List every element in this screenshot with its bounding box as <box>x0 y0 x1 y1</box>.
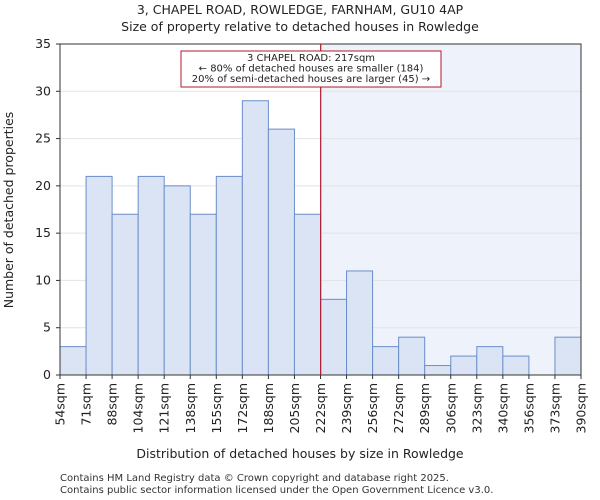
bar <box>476 346 504 376</box>
bar <box>450 355 478 376</box>
y-tick-label: 15 <box>35 225 51 240</box>
annotation-line-2: ← 80% of detached houses are smaller (18… <box>199 64 424 75</box>
bar <box>424 365 452 376</box>
bar <box>293 213 322 376</box>
x-axis-label: Distribution of detached houses by size … <box>136 446 464 461</box>
x-tick-label: 356sqm <box>521 383 536 433</box>
bar <box>398 336 426 376</box>
x-tick-label: 71sqm <box>79 383 94 426</box>
x-tick-label: 155sqm <box>209 383 224 433</box>
x-tick-label: 205sqm <box>287 383 302 433</box>
x-tick-label: 222sqm <box>313 383 328 433</box>
x-tick-label: 88sqm <box>105 383 120 426</box>
bar <box>189 213 217 376</box>
footer-line2: Contains public sector information licen… <box>60 485 493 496</box>
bar <box>320 298 348 376</box>
x-tick-label: 256sqm <box>365 383 380 433</box>
chart-title-line2: Size of property relative to detached ho… <box>121 19 479 34</box>
x-tick-label: 121sqm <box>157 383 172 433</box>
x-tick-label: 289sqm <box>417 383 432 433</box>
bar <box>346 270 374 376</box>
y-tick-label: 30 <box>35 83 51 98</box>
footer-line1: Contains HM Land Registry data © Crown c… <box>60 473 449 484</box>
bar <box>137 175 165 376</box>
bar <box>85 175 113 376</box>
bar <box>111 213 139 376</box>
x-tick-label: 104sqm <box>131 383 146 433</box>
x-tick-label: 54sqm <box>53 383 68 426</box>
plot-area: 0 5 10 15 20 25 30 35 54sqm 71sqm 88sqm 104sqm 121sq… <box>35 36 588 433</box>
y-tick-label: 5 <box>43 320 51 335</box>
y-tick-label: 35 <box>35 36 51 51</box>
bar <box>163 185 191 376</box>
bar <box>502 355 530 376</box>
annotation-line-3: 20% of semi-detached houses are larger (… <box>192 74 430 85</box>
x-tick-label: 272sqm <box>391 383 406 433</box>
x-tick-label: 306sqm <box>443 383 458 433</box>
x-tick-label: 188sqm <box>261 383 276 433</box>
y-tick-label: 20 <box>35 178 51 193</box>
chart-title-line1: 3, CHAPEL ROAD, ROWLEDGE, FARNHAM, GU10 … <box>137 2 464 17</box>
x-tick-label: 239sqm <box>339 383 354 433</box>
x-tick-label: 340sqm <box>495 383 510 433</box>
bar <box>554 336 582 376</box>
x-tick-label: 373sqm <box>547 383 562 433</box>
bar <box>372 346 400 376</box>
annotation-box <box>180 50 442 88</box>
bar <box>267 128 295 376</box>
annotation-line-1: 3 CHAPEL ROAD: 217sqm <box>247 53 375 64</box>
bar <box>215 175 243 376</box>
x-tick-label: 138sqm <box>183 383 198 433</box>
x-tick-label: 390sqm <box>574 383 589 433</box>
x-tick-label: 172sqm <box>235 383 250 433</box>
bar <box>59 346 87 376</box>
y-tick-label: 25 <box>35 131 51 146</box>
y-tick-label: 10 <box>35 272 51 287</box>
bar <box>241 100 269 376</box>
y-axis-label: Number of detached properties <box>1 112 16 309</box>
y-tick-label: 0 <box>43 367 51 382</box>
x-tick-label: 323sqm <box>469 383 484 433</box>
